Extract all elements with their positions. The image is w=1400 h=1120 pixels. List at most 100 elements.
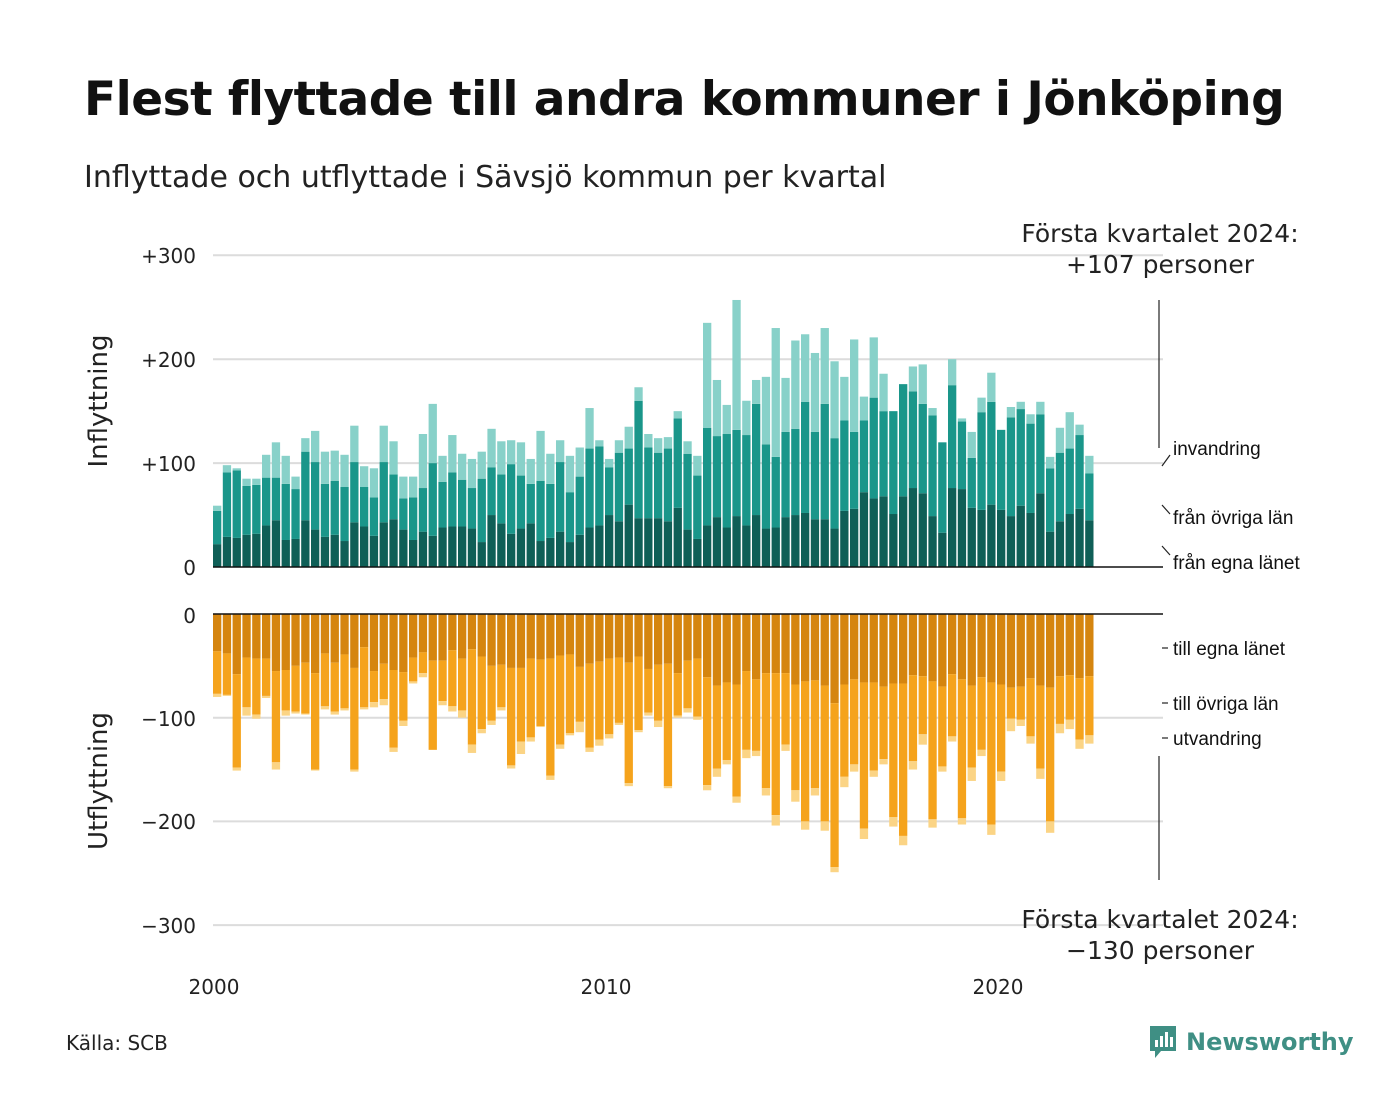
inflow-bar-2000-q4 (242, 478, 251, 567)
outflow-bar-2001-q1 (252, 614, 261, 719)
outflow-bar-2012-q4 (712, 614, 722, 777)
inflow-bar-2017-q4 (908, 366, 918, 567)
inflow-segment-invandring-2013-q3 (742, 400, 751, 436)
inflow-bar-2011-q2 (654, 438, 663, 567)
outflow-segment-utvandring-2003-q1 (330, 711, 339, 715)
inflow-bar-2005-q1 (409, 476, 418, 567)
inflow-segment-egna-2004-q3 (389, 519, 398, 567)
inflow-segment-ovriga-2008-q1 (526, 483, 535, 524)
leader-fran-egna (1161, 545, 1171, 556)
inflow-bar-2014-q4 (791, 340, 800, 567)
inflow-segment-invandring-2019-q4 (987, 372, 996, 402)
inflow-segment-egna-2010-q1 (605, 515, 614, 567)
inflow-bar-2000-q2 (222, 465, 232, 567)
outflow-bar-2001-q2 (262, 614, 271, 698)
outflow-segment-egna-2007-q4 (516, 614, 526, 668)
inflow-segment-invandring-2021-q1 (1036, 401, 1045, 415)
outflow-bar-2004-q4 (399, 614, 408, 726)
outflow-bar-2010-q4 (634, 614, 643, 733)
inflow-segment-ovriga-2011-q2 (654, 452, 663, 519)
inflow-segment-egna-2009-q1 (565, 542, 575, 567)
outflow-segment-egna-2009-q4 (595, 614, 604, 662)
outflow-segment-ovriga-2013-q1 (722, 682, 731, 761)
inflow-segment-invandring-2000-q3 (232, 468, 241, 471)
outflow-segment-egna-2008-q4 (556, 614, 565, 656)
outflow-segment-egna-2020-q1 (997, 614, 1006, 685)
outflow-segment-egna-2013-q1 (722, 614, 731, 683)
outflow-segment-egna-2020-q2 (1006, 614, 1016, 688)
inflow-segment-invandring-2013-q2 (732, 299, 741, 430)
inflow-bar-2016-q2 (850, 339, 859, 567)
inflow-segment-ovriga-2015-q2 (810, 431, 820, 520)
annotation-top-line1: Första kvartalet 2024: (1021, 219, 1298, 248)
outflow-bar-2006-q3 (467, 614, 477, 753)
inflow-bar-2003-q1 (330, 450, 339, 567)
inflow-segment-egna-2015-q3 (820, 519, 829, 567)
inflow-segment-ovriga-2017-q4 (908, 391, 918, 489)
inflow-segment-egna-2018-q1 (918, 493, 927, 567)
inflow-segment-egna-2010-q2 (614, 521, 624, 567)
inflow-segment-ovriga-2008-q3 (546, 483, 555, 538)
inflow-segment-ovriga-2018-q3 (938, 442, 947, 533)
inflow-segment-egna-2011-q2 (654, 518, 663, 567)
inflow-bar-2013-q4 (752, 379, 761, 567)
inflow-segment-ovriga-2018-q2 (928, 415, 937, 517)
inflow-segment-egna-2014-q1 (761, 528, 771, 567)
outflow-bar-2001-q4 (281, 614, 290, 716)
outflow-segment-egna-2017-q3 (899, 614, 908, 684)
inflow-bar-2006-q3 (467, 458, 477, 567)
outflow-bar-2022-q2 (1085, 614, 1094, 744)
inflow-bar-2012-q4 (712, 379, 722, 567)
outflow-segment-utvandring-2004-q4 (399, 720, 408, 726)
outflow-segment-utvandring-2009-q2 (575, 721, 584, 733)
outflow-bar-2021-q1 (1036, 614, 1045, 779)
inflow-bar-2014-q3 (781, 377, 790, 567)
inflow-bar-2011-q3 (663, 437, 673, 567)
outflow-segment-egna-2017-q1 (879, 614, 888, 687)
inflow-segment-invandring-2007-q4 (516, 442, 526, 476)
inflow-segment-invandring-2022-q2 (1085, 455, 1094, 474)
inflow-segment-egna-2009-q2 (575, 534, 584, 567)
inflow-segment-egna-2013-q4 (752, 515, 761, 567)
outflow-segment-egna-2002-q3 (311, 614, 320, 674)
outflow-segment-utvandring-2002-q2 (301, 713, 310, 715)
outflow-segment-egna-2006-q1 (448, 614, 457, 651)
newsworthy-logo-icon (1150, 1026, 1176, 1058)
outflow-bar-2017-q3 (899, 614, 908, 846)
inflow-bar-2006-q2 (458, 453, 467, 567)
inflow-bar-2018-q4 (948, 359, 957, 567)
inflow-segment-invandring-2009-q2 (575, 447, 584, 477)
outflow-bar-2002-q3 (311, 614, 320, 771)
inflow-segment-invandring-2006-q1 (448, 435, 457, 473)
inflow-bar-2015-q4 (830, 361, 839, 567)
outflow-bar-2018-q3 (938, 614, 947, 772)
outflow-segment-ovriga-2014-q1 (761, 673, 771, 789)
inflow-bar-2013-q3 (742, 400, 751, 567)
inflow-segment-ovriga-2012-q1 (683, 453, 692, 530)
outflow-segment-ovriga-2017-q3 (899, 683, 908, 836)
inflow-bar-2001-q1 (252, 478, 261, 567)
inflow-segment-invandring-2021-q2 (1046, 456, 1055, 469)
outflow-segment-ovriga-2019-q4 (987, 682, 996, 825)
outflow-segment-ovriga-2004-q1 (369, 671, 379, 703)
outflow-segment-utvandring-2015-q3 (820, 821, 829, 831)
inflow-segment-ovriga-2017-q1 (879, 411, 888, 497)
outflow-segment-utvandring-2017-q3 (899, 835, 908, 846)
outflow-segment-ovriga-2021-q2 (1046, 687, 1055, 822)
outflow-segment-utvandring-2001-q3 (271, 762, 281, 770)
inflow-segment-egna-2009-q3 (585, 527, 594, 567)
inflow-bar-2021-q2 (1046, 456, 1055, 567)
inflow-segment-ovriga-2018-q4 (948, 385, 957, 489)
outflow-segment-egna-2004-q2 (379, 614, 388, 664)
inflow-segment-ovriga-2005-q3 (428, 463, 437, 536)
outflow-bar-2019-q1 (957, 614, 967, 825)
inflow-segment-invandring-2017-q4 (908, 366, 918, 392)
inflow-bar-2004-q3 (389, 441, 398, 567)
inflow-segment-egna-2011-q1 (644, 518, 653, 567)
outflow-bar-2013-q2 (732, 614, 741, 803)
inflow-segment-ovriga-2016-q2 (850, 431, 859, 509)
inflow-segment-invandring-2005-q1 (409, 476, 418, 498)
outflow-bar-2021-q4 (1065, 614, 1074, 730)
inflow-segment-invandring-2018-q1 (918, 364, 927, 404)
outflow-bar-2018-q4 (948, 614, 957, 742)
